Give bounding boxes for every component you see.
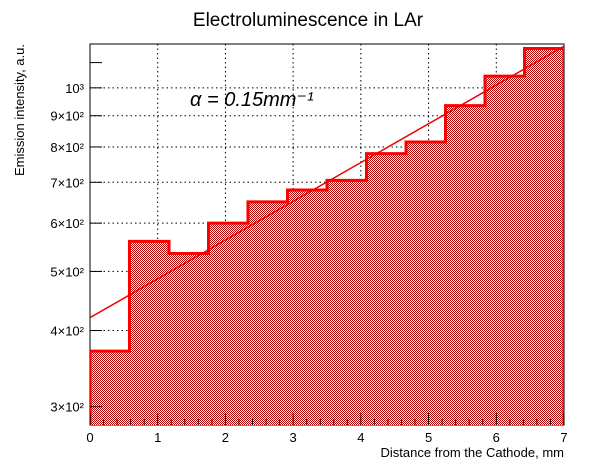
x-tick-label: 4 — [357, 430, 364, 445]
histogram-fill — [90, 48, 564, 425]
y-tick-label: 9×10² — [50, 109, 84, 124]
y-tick-label: 5×10² — [50, 264, 84, 279]
histogram-bin — [445, 105, 485, 425]
chart-title: Electroluminescence in LAr — [193, 10, 424, 31]
histogram-bin — [247, 201, 288, 425]
histogram-bin — [169, 253, 209, 425]
x-tick-label: 2 — [222, 430, 229, 445]
x-tick-label: 6 — [493, 430, 500, 445]
x-axis-label: Distance from the Cathode, mm — [380, 445, 564, 460]
histogram-bin — [327, 180, 367, 425]
histogram-outline — [90, 47, 564, 425]
y-tick-label: 4×10² — [50, 324, 84, 339]
x-axis: 0 1 2 3 4 5 6 7 — [86, 413, 568, 445]
x-tick-label: 3 — [290, 430, 297, 445]
histogram-bins — [90, 47, 564, 425]
histogram-bin — [208, 223, 248, 425]
histogram-bin — [366, 153, 407, 425]
histogram-bin — [524, 48, 564, 425]
y-tick-label: 10³ — [65, 81, 84, 96]
histogram-bin — [406, 142, 446, 425]
y-tick-label: 8×10² — [50, 140, 84, 155]
y-axis: 3×10² 4×10² 5×10² 6×10² 7×10² 8×10² 9×10² 10³ — [50, 62, 102, 415]
y-tick-label: 7×10² — [50, 175, 84, 190]
y-tick-label: 6×10² — [50, 216, 84, 231]
x-tick-label: 1 — [154, 430, 161, 445]
histogram-bin — [287, 189, 327, 425]
fit-line — [90, 45, 564, 319]
fit-curve — [90, 45, 564, 319]
histogram-bin — [484, 76, 525, 425]
x-tick-label: 5 — [425, 430, 432, 445]
x-tick-label: 7 — [560, 430, 567, 445]
y-axis-label: Emission intensity, a.u. — [12, 44, 27, 176]
histogram-bin — [90, 351, 130, 425]
histogram-bin — [129, 241, 170, 425]
y-tick-label: 3×10² — [50, 400, 84, 415]
x-tick-label: 0 — [86, 430, 93, 445]
fit-annotation: α = 0.15mm⁻¹ — [190, 89, 314, 111]
